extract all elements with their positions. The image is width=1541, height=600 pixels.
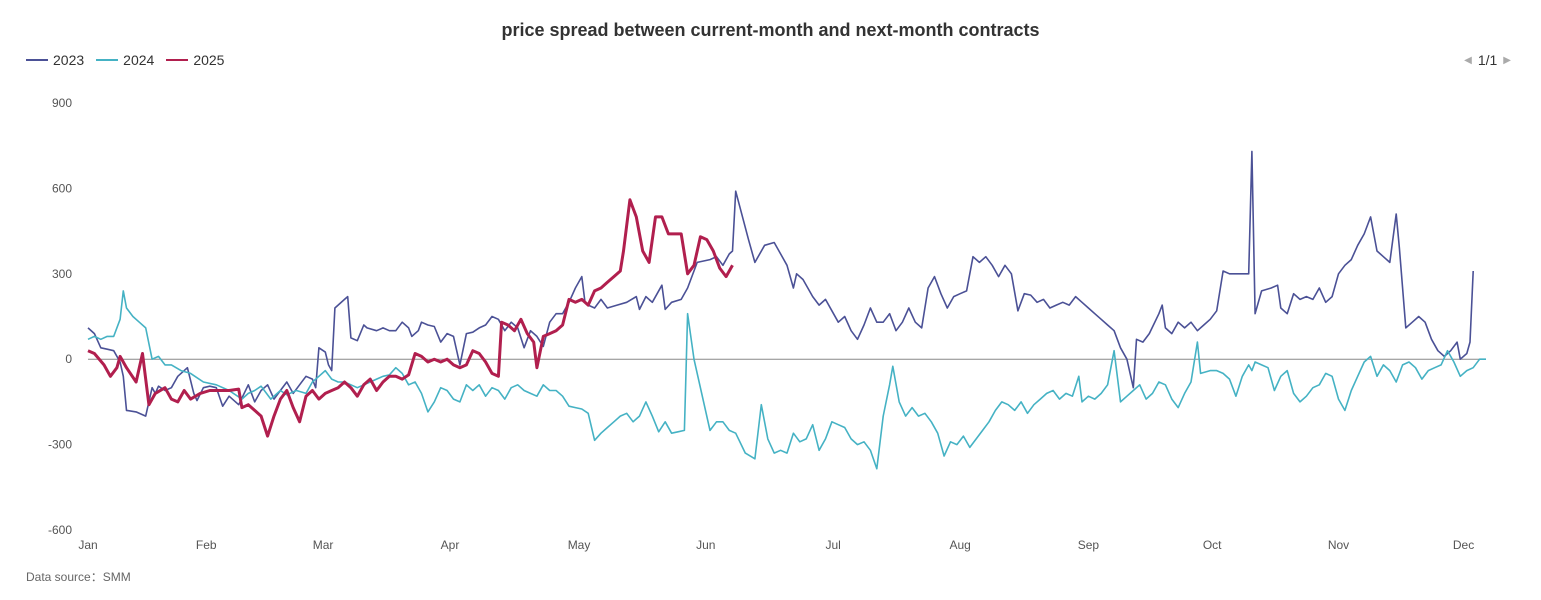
series-line-2025[interactable]	[87, 198, 734, 438]
y-tick-label: 0	[65, 352, 72, 366]
series-line-2023[interactable]	[87, 150, 1474, 417]
x-tick-label-feb: Feb	[196, 538, 217, 552]
x-tick-label-may: May	[568, 538, 591, 552]
x-tick-label-jan: Jan	[78, 538, 97, 552]
chart-title: price spread between current-month and n…	[501, 20, 1040, 40]
series-layer	[87, 150, 1486, 470]
legend-label-2023: 2023	[53, 52, 85, 68]
x-tick-label-oct: Oct	[1203, 538, 1222, 552]
x-tick-label-aug: Aug	[949, 538, 970, 552]
pager-label: 1/1	[1477, 52, 1498, 68]
legend-swatch-2023	[26, 59, 48, 61]
legend: 2023 2024 2025	[26, 52, 224, 68]
legend-swatch-2024	[96, 59, 119, 61]
legend-label-2025: 2025	[193, 52, 225, 68]
x-tick-label-mar: Mar	[313, 538, 334, 552]
y-tick-label: 600	[52, 181, 72, 195]
x-tick-label-nov: Nov	[1328, 538, 1349, 552]
legend-item-2025[interactable]: 2025	[166, 52, 224, 68]
x-tick-label-jul: Jul	[826, 538, 841, 552]
legend-item-2024[interactable]: 2024	[96, 52, 154, 68]
y-tick-label: 900	[52, 96, 72, 110]
x-axis: Jan Feb Mar Apr May Jun Jul Aug Sep Oct Nov Dec	[78, 538, 1474, 552]
pager-prev-icon[interactable]: ◀	[1464, 54, 1472, 66]
legend-pager: ◀ 1/1 ▶	[1464, 52, 1511, 68]
data-source-note: Data source：SMM	[26, 570, 131, 584]
y-axis: -600 -300 0 300 600 900	[48, 96, 72, 537]
legend-label-2024: 2024	[123, 52, 155, 68]
pager-next-icon[interactable]: ▶	[1503, 54, 1511, 66]
legend-item-2023[interactable]: 2023	[26, 52, 84, 68]
y-tick-label: -300	[48, 438, 72, 452]
y-tick-label: -600	[48, 523, 72, 537]
x-tick-label-sep: Sep	[1078, 538, 1100, 552]
series-line-2024[interactable]	[87, 290, 1486, 470]
x-tick-label-apr: Apr	[441, 538, 460, 552]
x-tick-label-jun: Jun	[696, 538, 715, 552]
legend-swatch-2025	[166, 59, 189, 61]
x-tick-label-dec: Dec	[1453, 538, 1474, 552]
y-tick-label: 300	[52, 267, 72, 281]
